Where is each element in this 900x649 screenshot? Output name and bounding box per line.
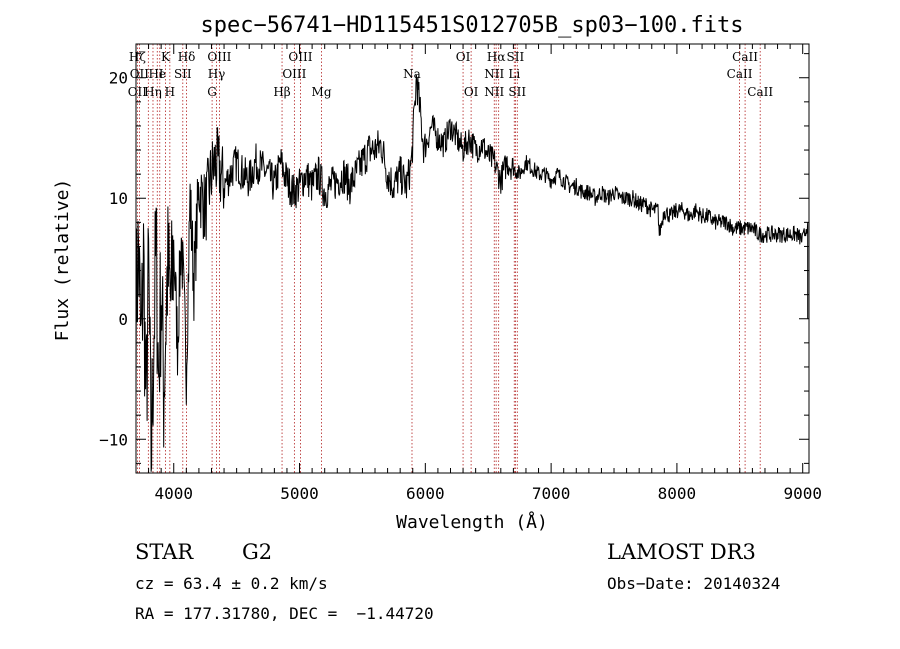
x-tick-label-1: 5000 — [280, 484, 319, 503]
line-label-12: G — [207, 85, 217, 99]
y-axis-label: Flux (relative) — [52, 179, 73, 342]
redshift-velocity: cz = 63.4 ± 0.2 km/s — [135, 574, 328, 593]
y-tick-label-1: 0 — [118, 310, 128, 329]
x-tick-label-0: 4000 — [154, 484, 193, 503]
object-class: STAR — [135, 540, 194, 564]
line-label-3: He — [148, 67, 166, 81]
line-label-7: H — [165, 85, 175, 99]
line-label-25: SII — [508, 85, 526, 99]
survey-name: LAMOST DR3 — [607, 540, 756, 564]
plot-frame — [135, 43, 810, 474]
line-label-10: OIII — [207, 50, 231, 64]
line-label-6: I — [159, 67, 164, 81]
x-axis: 4000 5000 6000 7000 8000 9000 — [135, 44, 822, 503]
line-label-13: Hβ — [273, 85, 290, 99]
chart-title: spec−56741−HD115451S012705B_sp03−100.fit… — [200, 13, 743, 38]
x-tick-label-3: 7000 — [532, 484, 571, 503]
line-label-24: Li — [508, 67, 520, 81]
line-label-11: Hγ — [208, 67, 226, 81]
line-label-1: OII — [130, 67, 150, 81]
line-label-16: Mg — [312, 85, 332, 99]
line-label-19: OI — [464, 85, 479, 99]
line-label-5: K — [161, 50, 171, 64]
line-label-22: NII — [484, 85, 504, 99]
coordinates: RA = 177.31780, DEC = −1.44720 — [135, 604, 434, 623]
line-label-2: OII — [128, 85, 148, 99]
line-label-20: Hα — [487, 50, 506, 64]
line-label-0: Hζ — [129, 50, 146, 64]
line-label-21: NII — [484, 67, 504, 81]
object-subclass: G2 — [242, 540, 273, 564]
spectrum-line — [135, 75, 809, 472]
line-label-14: OIII — [288, 50, 312, 64]
line-label-9: Hδ — [178, 50, 196, 64]
y-tick-label-0: −10 — [99, 430, 128, 449]
line-label-4: Hη — [144, 85, 162, 99]
line-label-23: SII — [507, 50, 525, 64]
y-tick-label-3: 20 — [109, 69, 128, 88]
x-axis-label: Wavelength (Å) — [396, 511, 548, 533]
line-label-8: SII — [174, 67, 192, 81]
y-axis: −10 0 10 20 — [99, 53, 809, 464]
x-tick-label-2: 6000 — [406, 484, 445, 503]
emission-line-markers — [136, 44, 761, 473]
y-tick-label-2: 10 — [109, 189, 128, 208]
observation-date: Obs−Date: 20140324 — [607, 574, 781, 593]
x-tick-label-4: 8000 — [658, 484, 697, 503]
line-label-27: CaII — [727, 67, 753, 81]
line-label-28: CaII — [747, 85, 773, 99]
x-tick-label-5: 9000 — [783, 484, 822, 503]
line-label-18: OI — [456, 50, 471, 64]
line-label-26: CaII — [732, 50, 758, 64]
line-label-15: OIII — [282, 67, 306, 81]
